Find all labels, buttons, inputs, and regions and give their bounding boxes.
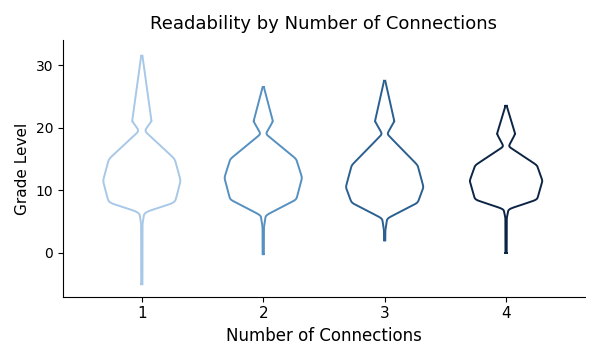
X-axis label: Number of Connections: Number of Connections xyxy=(226,327,422,345)
Y-axis label: Grade Level: Grade Level xyxy=(15,122,30,215)
Title: Readability by Number of Connections: Readability by Number of Connections xyxy=(151,15,497,33)
